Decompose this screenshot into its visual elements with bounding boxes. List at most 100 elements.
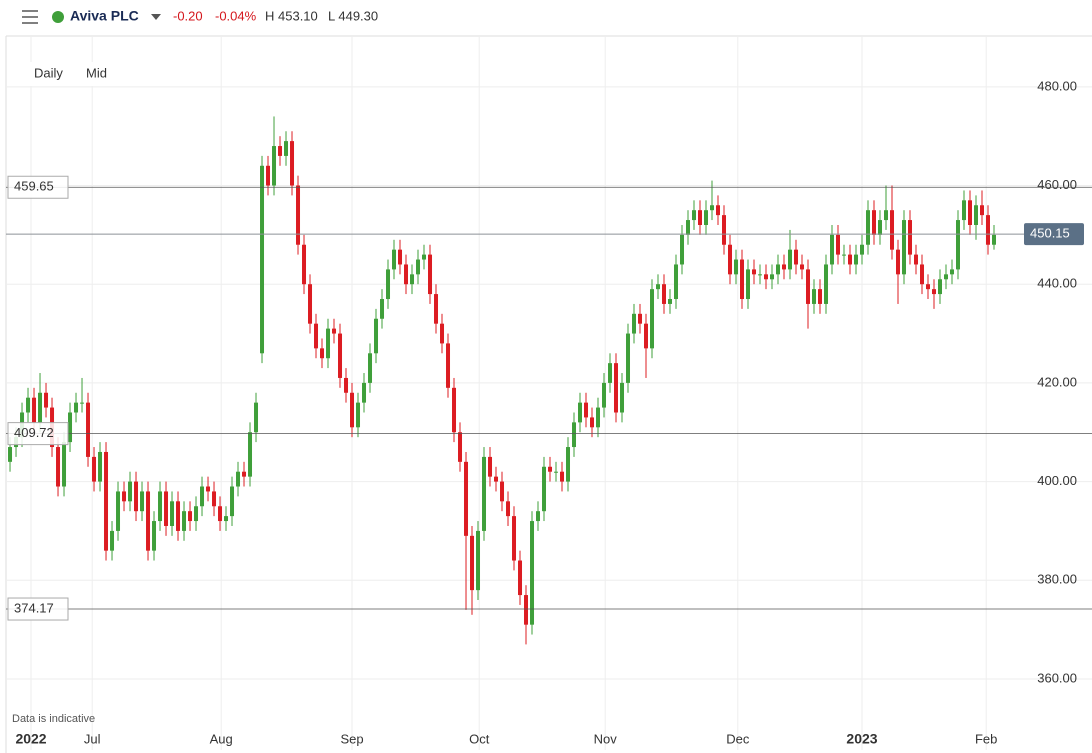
price-button[interactable]: Mid bbox=[86, 65, 107, 80]
candle-body bbox=[434, 294, 439, 324]
candle-body bbox=[422, 254, 427, 260]
last-price-label: 450.15 bbox=[1030, 226, 1070, 241]
level-label: 459.65 bbox=[14, 179, 54, 194]
candle-body bbox=[272, 146, 277, 186]
candle-body bbox=[494, 476, 499, 482]
candle-body bbox=[146, 491, 151, 551]
candle-body bbox=[74, 402, 79, 413]
candle-body bbox=[842, 254, 847, 256]
candle-body bbox=[698, 210, 703, 225]
candle-body bbox=[596, 407, 601, 428]
interval-button[interactable]: Daily bbox=[34, 65, 63, 80]
candle-body bbox=[230, 486, 235, 517]
candle-body bbox=[362, 382, 367, 403]
y-tick-label: 400.00 bbox=[1037, 473, 1077, 488]
candle-body bbox=[326, 328, 331, 359]
candle-body bbox=[296, 185, 301, 245]
candle-body bbox=[200, 486, 205, 507]
candle-body bbox=[428, 254, 433, 295]
candle-body bbox=[134, 481, 139, 512]
candle-body bbox=[620, 382, 625, 413]
candle-body bbox=[308, 284, 313, 324]
level-label: 409.72 bbox=[14, 425, 54, 440]
plot: 360.00 380.00 400.00 420.00 440.00 460.00 480.… bbox=[6, 37, 1092, 750]
candle-body bbox=[770, 274, 775, 280]
candle-body bbox=[458, 432, 463, 462]
candle-body bbox=[338, 333, 343, 378]
candle-body bbox=[902, 220, 907, 275]
x-tick-label: 2023 bbox=[846, 731, 877, 747]
candle-body bbox=[284, 141, 289, 156]
change: -0.20 bbox=[173, 8, 203, 23]
candle-body bbox=[122, 491, 127, 502]
candle-body bbox=[974, 205, 979, 225]
candle-body bbox=[986, 215, 991, 245]
x-tick-label: 2022 bbox=[15, 731, 46, 747]
candle-body bbox=[662, 284, 667, 304]
level-label-box bbox=[7, 175, 69, 199]
candle-body bbox=[218, 506, 223, 522]
candle-body bbox=[524, 595, 529, 625]
candle-body bbox=[674, 264, 679, 300]
y-tick-label: 420.00 bbox=[1037, 374, 1077, 389]
candle-body bbox=[140, 491, 145, 512]
candle-body bbox=[734, 259, 739, 275]
candle-body bbox=[710, 205, 715, 211]
candle-body bbox=[68, 412, 73, 443]
candle-body bbox=[908, 220, 913, 255]
candle-body bbox=[944, 274, 949, 280]
candle-body bbox=[614, 363, 619, 413]
candle-body bbox=[194, 506, 199, 522]
candle-body bbox=[836, 234, 841, 255]
status-dot bbox=[52, 11, 64, 23]
candle-body bbox=[968, 200, 973, 225]
candle-body bbox=[992, 234, 997, 245]
candle-body bbox=[956, 220, 961, 270]
candle-body bbox=[80, 402, 85, 404]
y-tick-label: 360.00 bbox=[1037, 670, 1077, 685]
candle-body bbox=[938, 279, 943, 295]
candle-body bbox=[476, 530, 481, 591]
candle-body bbox=[746, 269, 751, 300]
candle-body bbox=[758, 274, 763, 276]
candle-body bbox=[572, 422, 577, 448]
candle-body bbox=[830, 234, 835, 265]
candle-body bbox=[602, 382, 607, 408]
candle-body bbox=[482, 456, 487, 531]
candle-body bbox=[890, 210, 895, 250]
candle-body bbox=[566, 447, 571, 482]
candle-body bbox=[638, 313, 643, 324]
candle-body bbox=[692, 210, 697, 221]
candle-body bbox=[914, 254, 919, 265]
candle-body bbox=[740, 259, 745, 300]
x-tick-label: Aug bbox=[210, 731, 233, 746]
candle-body bbox=[92, 456, 97, 482]
candle-body bbox=[896, 249, 901, 275]
candle-body bbox=[536, 511, 541, 522]
instrument-name[interactable]: Aviva PLC bbox=[70, 8, 139, 24]
dropdown-caret[interactable] bbox=[151, 14, 161, 20]
candle-body bbox=[722, 215, 727, 245]
candle-body bbox=[800, 264, 805, 270]
candle-body bbox=[530, 521, 535, 625]
candle-body bbox=[332, 328, 337, 334]
y-tick-label: 480.00 bbox=[1037, 78, 1077, 93]
candle-body bbox=[920, 264, 925, 285]
candle-body bbox=[344, 377, 349, 393]
candle-body bbox=[266, 165, 271, 186]
candle-body bbox=[548, 466, 553, 472]
level-label-box bbox=[7, 422, 69, 446]
candle-body bbox=[926, 284, 931, 290]
candle-body bbox=[248, 432, 253, 477]
y-tick-label: 460.00 bbox=[1037, 177, 1077, 192]
candle-body bbox=[206, 486, 211, 492]
candle-body bbox=[62, 442, 67, 487]
candle-body bbox=[560, 471, 565, 482]
candle-body bbox=[824, 264, 829, 304]
candle-body bbox=[368, 353, 373, 383]
controls-bg bbox=[28, 62, 120, 86]
menu-icon[interactable] bbox=[22, 10, 38, 24]
candle-body bbox=[44, 392, 49, 408]
candle-body bbox=[314, 323, 319, 349]
candle-body bbox=[56, 447, 61, 487]
